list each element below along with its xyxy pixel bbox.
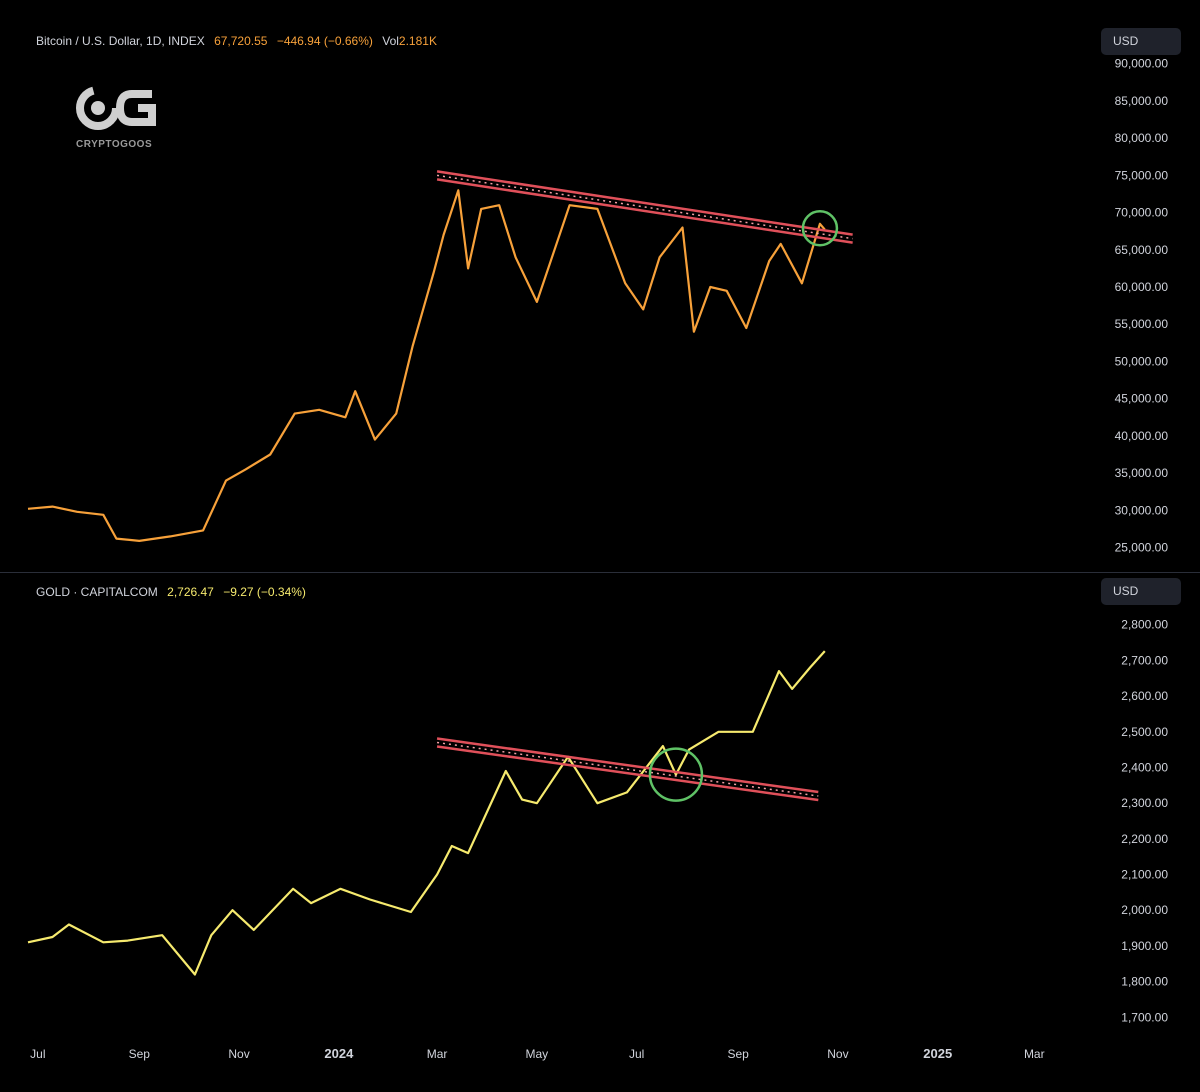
y-tick-label: 80,000.00	[1115, 131, 1169, 145]
btc-vol-label: Vol	[382, 34, 399, 48]
y-tick-label: 1,900.00	[1121, 939, 1168, 953]
price-line-series	[28, 190, 825, 541]
gold-price: 2,726.47	[167, 585, 214, 599]
y-tick-label: 45,000.00	[1115, 392, 1169, 406]
x-tick-label: Sep	[727, 1047, 749, 1061]
pane-divider[interactable]	[0, 572, 1200, 573]
y-tick-label: 30,000.00	[1115, 503, 1169, 517]
trendline-lower	[437, 179, 853, 242]
x-tick-label: Mar	[427, 1047, 448, 1061]
x-tick-label: Jul	[30, 1047, 45, 1061]
y-tick-label: 2,200.00	[1121, 832, 1168, 846]
trendline-upper	[437, 738, 818, 792]
x-tick-label: 2024	[324, 1046, 354, 1061]
y-tick-label: 75,000.00	[1115, 168, 1169, 182]
y-tick-label: 2,400.00	[1121, 760, 1168, 774]
y-tick-label: 2,800.00	[1121, 618, 1168, 632]
y-tick-label: 2,500.00	[1121, 725, 1168, 739]
y-tick-label: 55,000.00	[1115, 317, 1169, 331]
x-tick-label: Sep	[129, 1047, 151, 1061]
y-tick-label: 1,800.00	[1121, 975, 1168, 989]
x-tick-label: Jul	[629, 1047, 644, 1061]
gold-currency-button[interactable]: USD	[1101, 578, 1181, 605]
btc-vol-value: 2.181K	[399, 34, 437, 48]
trendline-upper	[437, 171, 853, 234]
pane-0: 90,000.00 85,000.00 80,000.00 75,000.00 70,0…	[28, 57, 1168, 555]
btc-change: −446.94 (−0.66%)	[277, 34, 373, 48]
x-tick-label: May	[526, 1047, 549, 1061]
y-tick-label: 2,000.00	[1121, 903, 1168, 917]
y-tick-label: 1,700.00	[1121, 1010, 1168, 1024]
price-line-series	[28, 651, 825, 974]
y-tick-label: 70,000.00	[1115, 206, 1169, 220]
y-tick-label: 2,300.00	[1121, 796, 1168, 810]
y-tick-label: 2,100.00	[1121, 868, 1168, 882]
gold-symbol: GOLD · CAPITALCOM	[36, 585, 158, 599]
y-tick-label: 50,000.00	[1115, 354, 1169, 368]
x-tick-label: Nov	[228, 1047, 249, 1061]
gold-change: −9.27 (−0.34%)	[223, 585, 306, 599]
y-tick-label: 90,000.00	[1115, 57, 1169, 71]
x-tick-label: Nov	[827, 1047, 848, 1061]
y-tick-label: 25,000.00	[1115, 541, 1169, 555]
y-tick-label: 2,600.00	[1121, 689, 1168, 703]
y-tick-label: 65,000.00	[1115, 243, 1169, 257]
y-tick-label: 60,000.00	[1115, 280, 1169, 294]
btc-price: 67,720.55	[214, 34, 267, 48]
btc-symbol: Bitcoin / U.S. Dollar, 1D, INDEX	[36, 34, 205, 48]
y-tick-label: 85,000.00	[1115, 94, 1169, 108]
pane-1: 2,800.00 2,700.00 2,600.00 2,500.00 2,400.00…	[28, 618, 1168, 1025]
x-tick-label: 2025	[923, 1046, 952, 1061]
watermark-text: CRYPTOGOOS	[76, 139, 152, 150]
y-tick-label: 2,700.00	[1121, 653, 1168, 667]
btc-currency-button[interactable]: USD	[1101, 28, 1181, 55]
y-tick-label: 40,000.00	[1115, 429, 1169, 443]
x-tick-label: Mar	[1024, 1047, 1045, 1061]
btc-legend: Bitcoin / U.S. Dollar, 1D, INDEX 67,720.…	[36, 34, 443, 48]
y-tick-label: 35,000.00	[1115, 466, 1169, 480]
trendline-center	[437, 742, 818, 796]
gold-legend: GOLD · CAPITALCOM 2,726.47 −9.27 (−0.34%…	[36, 585, 312, 599]
